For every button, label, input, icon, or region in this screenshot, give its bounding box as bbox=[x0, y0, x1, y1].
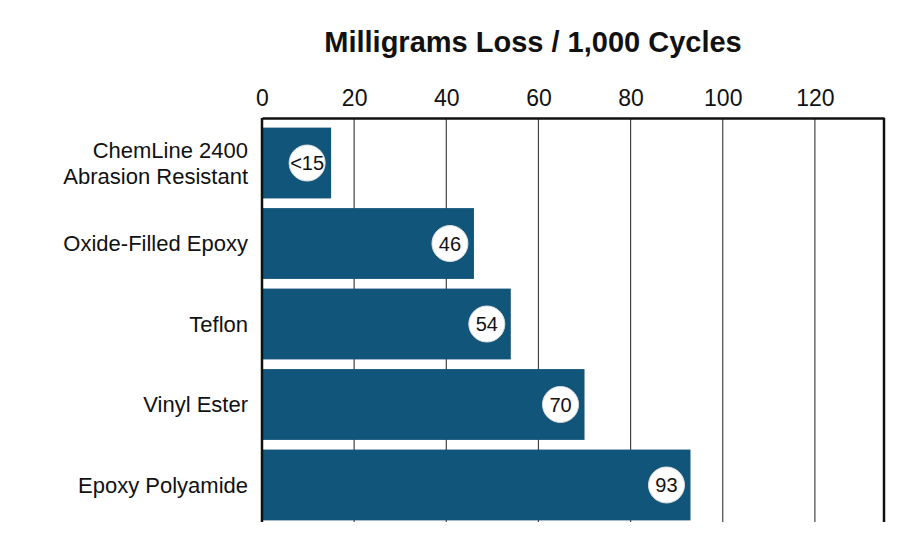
tick: 80 bbox=[618, 85, 644, 118]
category-label: ChemLine 2400Abrasion Resistant bbox=[63, 138, 248, 189]
tick-label: 40 bbox=[434, 85, 460, 111]
tick-label: 80 bbox=[618, 85, 644, 111]
data-label: 70 bbox=[549, 394, 571, 416]
label-badge bbox=[543, 386, 579, 422]
label-badge bbox=[289, 145, 325, 181]
bar bbox=[262, 369, 585, 440]
bars bbox=[262, 128, 690, 521]
category-label: Epoxy Polyamide bbox=[78, 473, 248, 498]
data-label: <15 bbox=[290, 152, 324, 174]
label-badge bbox=[432, 226, 468, 262]
label-badge bbox=[469, 306, 505, 342]
category-labels: ChemLine 2400Abrasion Resistant Oxide-Fil… bbox=[63, 138, 248, 498]
frame-left bbox=[261, 118, 264, 522]
tick: 40 bbox=[434, 85, 460, 118]
category-label: Vinyl Ester bbox=[143, 392, 248, 417]
label-badge bbox=[648, 467, 684, 503]
tick-label: 120 bbox=[796, 85, 834, 111]
title: Milligrams Loss / 1,000 Cycles bbox=[324, 26, 741, 58]
bar bbox=[262, 289, 511, 360]
tick-label: 20 bbox=[342, 85, 368, 111]
grid bbox=[262, 118, 815, 522]
x-axis: 0 20 40 60 80 100 120 bbox=[256, 85, 884, 119]
grid-line bbox=[261, 118, 262, 522]
data-label: 46 bbox=[439, 233, 461, 255]
frame-right bbox=[883, 118, 886, 522]
tick-label: 100 bbox=[704, 85, 742, 111]
category-label: Oxide-Filled Epoxy bbox=[63, 231, 248, 256]
tick: 120 bbox=[796, 85, 834, 118]
axis-line bbox=[263, 117, 885, 120]
grid-line bbox=[722, 118, 723, 522]
grid-line bbox=[814, 118, 815, 522]
category-label: Teflon bbox=[189, 312, 248, 337]
tick-label: 0 bbox=[256, 85, 269, 111]
bar bbox=[262, 208, 474, 279]
tick: 0 bbox=[256, 85, 269, 118]
tick: 100 bbox=[704, 85, 742, 118]
data-label: 93 bbox=[655, 474, 677, 496]
data-label: 54 bbox=[476, 313, 498, 335]
bar bbox=[262, 450, 690, 521]
chart: Milligrams Loss / 1,000 Cycles 0 20 40 60 80 1… bbox=[0, 0, 900, 550]
tick: 60 bbox=[526, 85, 552, 118]
tick: 20 bbox=[342, 85, 368, 118]
tick-label: 60 bbox=[526, 85, 552, 111]
bar bbox=[262, 128, 331, 199]
data-labels: <15 46 54 70 93 bbox=[289, 145, 684, 503]
